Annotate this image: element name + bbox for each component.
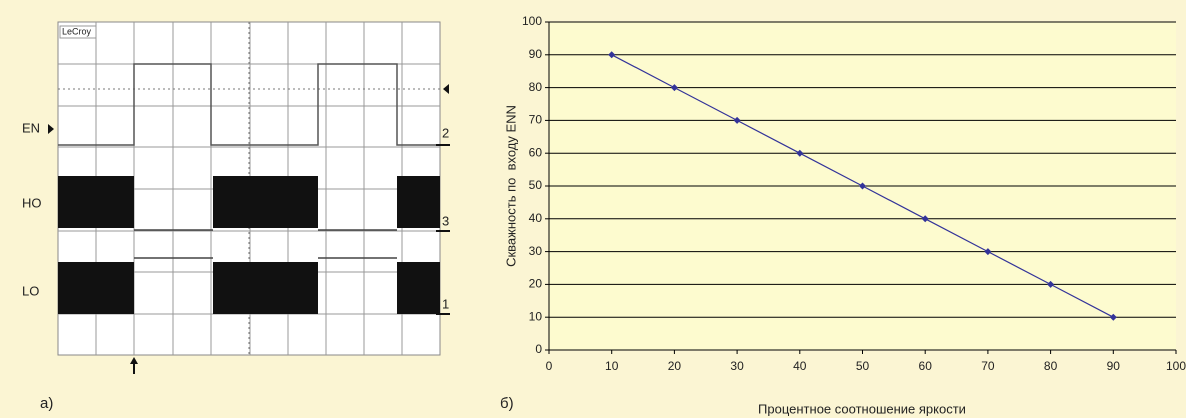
channel-number: 2 [442, 125, 449, 140]
x-tick-label: 90 [1107, 359, 1121, 373]
figure: LeCroy EN HO LO 2 3 1 а) б) Процентное с… [0, 0, 1186, 418]
x-tick-label: 0 [546, 359, 553, 373]
panel-label: а) [40, 395, 53, 412]
oscilloscope: LeCroy EN HO LO 2 3 1 а) [22, 22, 450, 412]
x-tick-label: 80 [1044, 359, 1058, 373]
y-tick-label: 100 [522, 14, 542, 28]
scope-brand: LeCroy [62, 26, 92, 36]
x-tick-label: 10 [605, 359, 619, 373]
y-tick-label: 10 [529, 309, 543, 323]
x-tick-label: 70 [981, 359, 995, 373]
y-tick-label: 0 [535, 342, 542, 356]
y-tick-label: 80 [529, 80, 543, 94]
channel-name: EN [22, 120, 40, 135]
y-tick-label: 30 [529, 244, 543, 258]
y-tick-label: 60 [529, 145, 543, 159]
channel-name: HO [22, 195, 42, 210]
trigger-arrow [130, 357, 138, 364]
channel-number: 3 [442, 213, 449, 228]
y-tick-label: 40 [529, 211, 543, 225]
en-marker [48, 124, 54, 134]
x-tick-label: 60 [919, 359, 933, 373]
y-axis-title: Скважность по входу ENN [503, 105, 518, 267]
panel-label: б) [500, 395, 514, 412]
channel-name: LO [22, 283, 39, 298]
x-tick-label: 100 [1166, 359, 1186, 373]
x-tick-label: 20 [668, 359, 682, 373]
y-tick-label: 70 [529, 113, 543, 127]
y-tick-label: 20 [529, 277, 543, 291]
x-tick-label: 30 [730, 359, 744, 373]
channel-number: 1 [442, 296, 449, 311]
y-tick-label: 90 [529, 47, 543, 61]
x-axis-title: Процентное соотношение яркости [758, 401, 966, 416]
page: {"oscilloscope": {"brand": "LeCroy", "ch… [0, 0, 1186, 418]
y-tick-label: 50 [529, 178, 543, 192]
en-marker [443, 84, 449, 94]
x-tick-label: 40 [793, 359, 807, 373]
x-tick-label: 50 [856, 359, 870, 373]
